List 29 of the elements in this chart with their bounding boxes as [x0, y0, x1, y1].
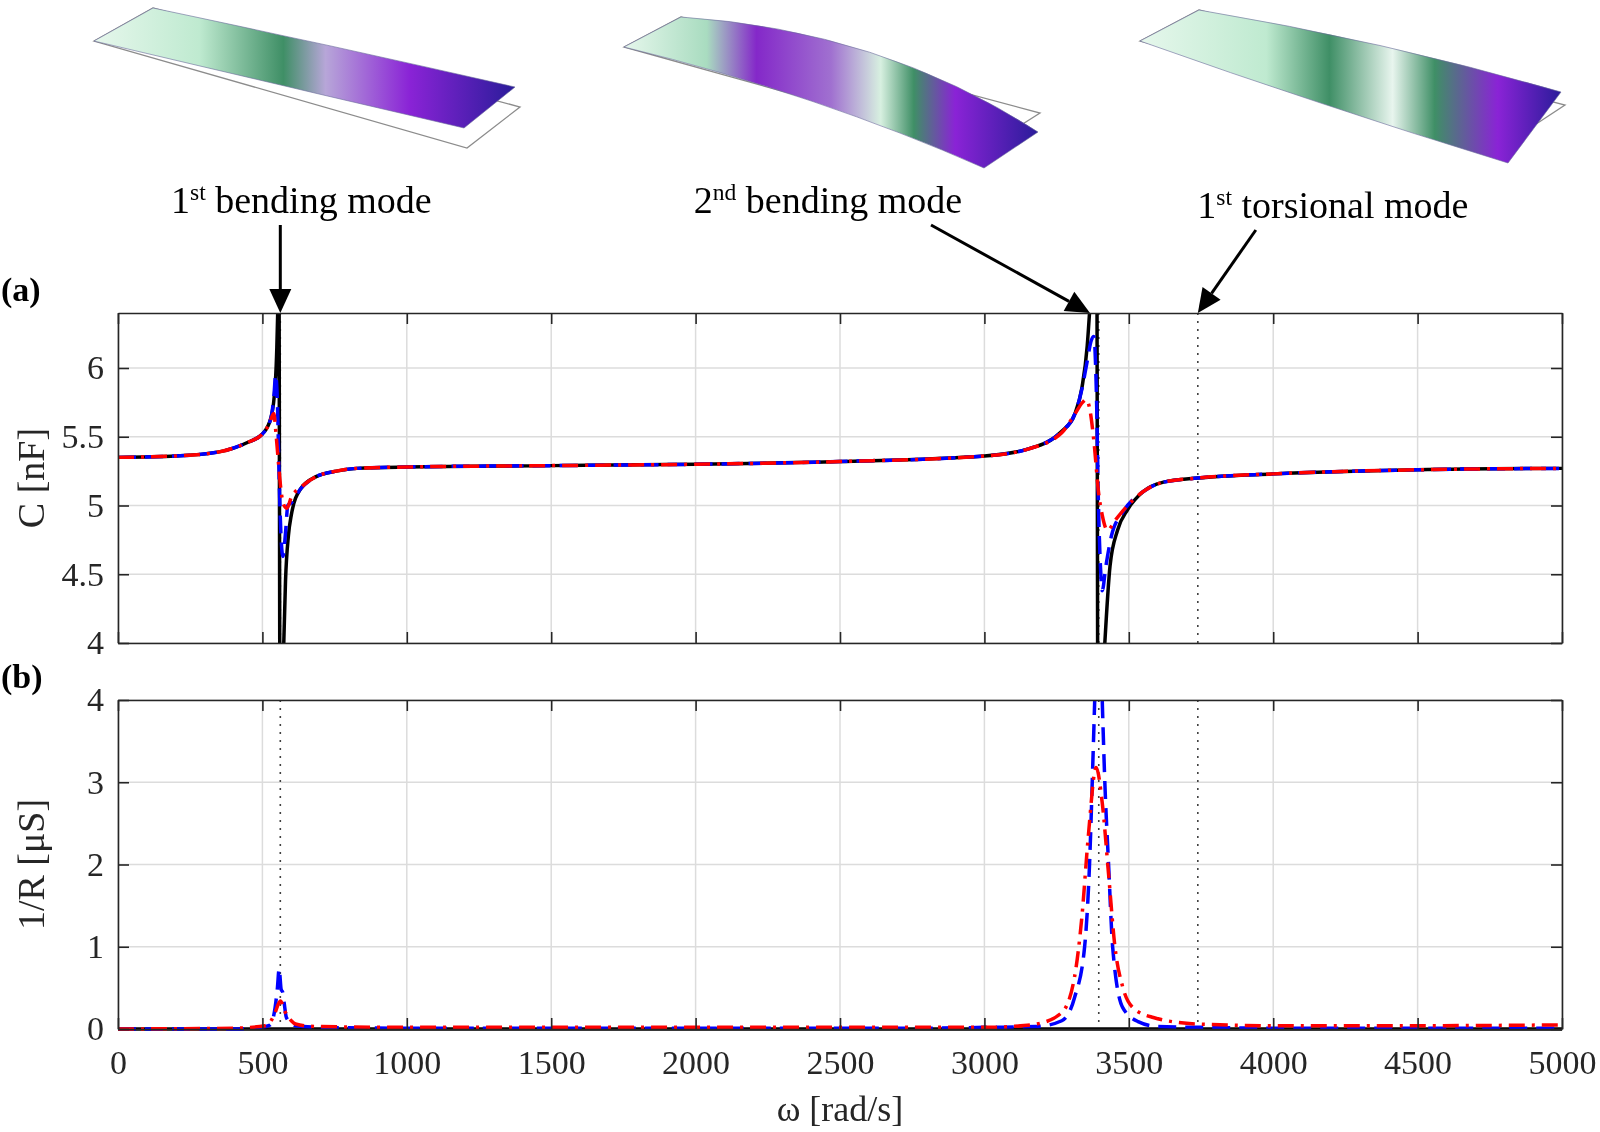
x-tick-label: 1000: [373, 1044, 442, 1082]
x-axis-title: ω [rad/s]: [776, 1089, 904, 1129]
x-tick-label: 1500: [517, 1044, 586, 1082]
y-tick-label: 4: [87, 681, 104, 719]
x-tick-label: 5000: [1528, 1044, 1597, 1082]
y-tick-label: 0: [87, 1010, 104, 1048]
x-tick-label: 3500: [1095, 1044, 1164, 1082]
y-axis-title: C [nF]: [10, 427, 52, 529]
text: 2$^{nd}$ bending mode: [693, 179, 963, 221]
chart-title: (b): [1, 658, 43, 696]
x-tick-label: 2000: [662, 1044, 731, 1082]
y-tick-label: 5.5: [61, 418, 104, 456]
x-tick-label: 4000: [1239, 1044, 1308, 1082]
chart-title: (a): [1, 271, 41, 309]
annotation: 1$^{st}$ torsional mode: [1197, 184, 1469, 226]
x-tick-label: 500: [237, 1044, 289, 1082]
x-tick-label: 2500: [806, 1044, 875, 1082]
y-tick-label: 2: [87, 845, 104, 883]
y-tick-label: 4.5: [61, 555, 104, 593]
annotation: 1$^{st}$ bending mode: [171, 179, 432, 221]
y-tick-label: 6: [87, 349, 104, 387]
y-axis-title: 1/R [μS]: [10, 798, 52, 931]
x-tick-label: 3000: [950, 1044, 1019, 1082]
y-tick-label: 4: [87, 624, 104, 662]
y-tick-label: 1: [87, 928, 104, 966]
y-tick-label: 3: [87, 763, 104, 801]
x-tick-label: 0: [110, 1044, 127, 1082]
y-tick-label: 5: [87, 486, 104, 524]
x-tick-label: 4500: [1384, 1044, 1453, 1082]
